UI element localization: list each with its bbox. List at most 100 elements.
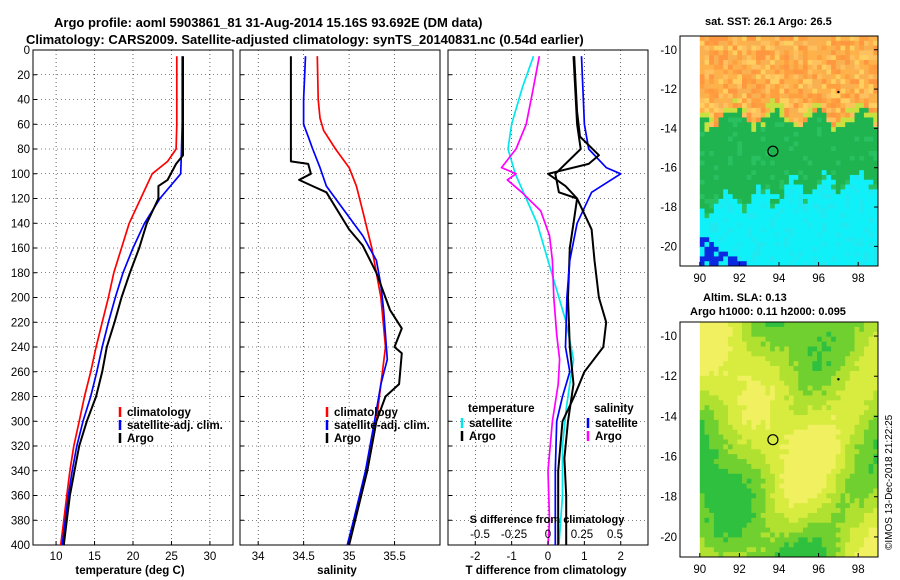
map-cell <box>821 517 827 524</box>
temperature-series <box>59 56 184 546</box>
map-cell <box>807 131 813 138</box>
map-cell <box>788 400 794 406</box>
map-cell <box>854 179 860 185</box>
map-cell <box>807 194 813 200</box>
map-cell <box>826 69 832 75</box>
map-cell <box>765 155 771 161</box>
map-cell <box>737 326 743 333</box>
map-cell <box>788 410 794 416</box>
map-cell <box>779 170 785 176</box>
map-cell <box>723 537 729 543</box>
map-cell <box>840 488 846 494</box>
map-cell <box>723 194 729 200</box>
map-cell <box>817 165 823 171</box>
map-cell <box>802 242 809 248</box>
salinity-series-argo <box>289 56 403 546</box>
map-cell <box>760 184 766 190</box>
map-cell <box>873 155 879 161</box>
map-cell <box>770 336 776 342</box>
map-cell <box>840 88 846 94</box>
map-cell <box>831 390 837 396</box>
map-cell <box>765 356 771 362</box>
map-cell <box>840 410 846 416</box>
legend-salinity-title: salinity <box>594 403 634 415</box>
map-cell <box>849 208 855 214</box>
map-cell <box>779 488 785 494</box>
map-cell <box>854 246 860 253</box>
map-cell <box>817 83 823 90</box>
map-cell <box>751 366 757 372</box>
map-cell <box>713 218 719 224</box>
map-cell <box>868 151 874 157</box>
map-cell <box>774 160 780 166</box>
map-cell <box>742 483 748 489</box>
map-cell <box>845 493 851 499</box>
map-cell <box>713 493 719 499</box>
map-cell <box>798 64 804 70</box>
map-cell <box>699 326 705 333</box>
map-cell <box>849 55 855 61</box>
map-cell <box>817 434 823 440</box>
map-cell <box>723 331 729 338</box>
map-cell <box>821 527 827 533</box>
map-cell <box>737 415 743 421</box>
map-cell <box>699 141 705 147</box>
difference-series-s-argo-total <box>547 56 608 545</box>
map-cell <box>742 326 748 333</box>
map-cell <box>751 112 757 118</box>
map-cell <box>840 160 846 166</box>
map-cell <box>699 165 705 171</box>
map-cell <box>732 503 738 509</box>
map-cell <box>812 55 818 61</box>
map-cell <box>849 246 855 253</box>
map-cell <box>859 395 865 401</box>
map-cell <box>723 552 729 558</box>
map-cell <box>826 478 832 484</box>
map-cell <box>756 419 762 426</box>
map-cell <box>807 537 813 543</box>
map-cell <box>807 189 813 195</box>
map-cell <box>788 155 794 161</box>
map-cell <box>779 346 785 352</box>
map-cell <box>742 59 748 66</box>
map-cell <box>723 419 729 426</box>
map-cell <box>732 246 738 253</box>
map-cell <box>849 498 855 504</box>
map-cell <box>840 439 846 445</box>
map-cell <box>812 64 818 70</box>
map-cell <box>798 45 804 51</box>
map-cell <box>737 527 743 533</box>
map-cell <box>821 454 827 460</box>
map-cell <box>859 222 865 229</box>
map-cell <box>699 160 705 166</box>
map-cell <box>873 88 879 94</box>
map-cell <box>849 537 855 543</box>
map-cell <box>704 122 710 128</box>
map-cell <box>713 179 719 185</box>
map-cell <box>831 552 837 558</box>
map-cell <box>723 459 729 465</box>
map-cell <box>826 424 832 431</box>
map-cell <box>742 434 748 440</box>
map-cell <box>793 189 799 195</box>
map-cell <box>812 322 818 328</box>
map-cell <box>868 50 874 56</box>
map-cell <box>727 170 734 176</box>
map-cell <box>699 361 705 367</box>
map-cell <box>765 160 771 166</box>
map-cell <box>849 351 855 357</box>
map-cell <box>713 522 719 529</box>
map-cell <box>868 400 874 406</box>
map-cell <box>727 380 734 387</box>
map-cell <box>699 429 705 436</box>
map-cell <box>831 336 837 342</box>
map-cell <box>756 527 762 533</box>
map-cell <box>835 45 841 51</box>
map-cell <box>760 463 766 470</box>
map-cell <box>873 527 879 533</box>
map-cell <box>849 232 855 238</box>
map-cell <box>704 69 710 75</box>
map-cell <box>845 122 851 128</box>
map-cell <box>765 419 771 426</box>
map-cell <box>737 439 743 445</box>
